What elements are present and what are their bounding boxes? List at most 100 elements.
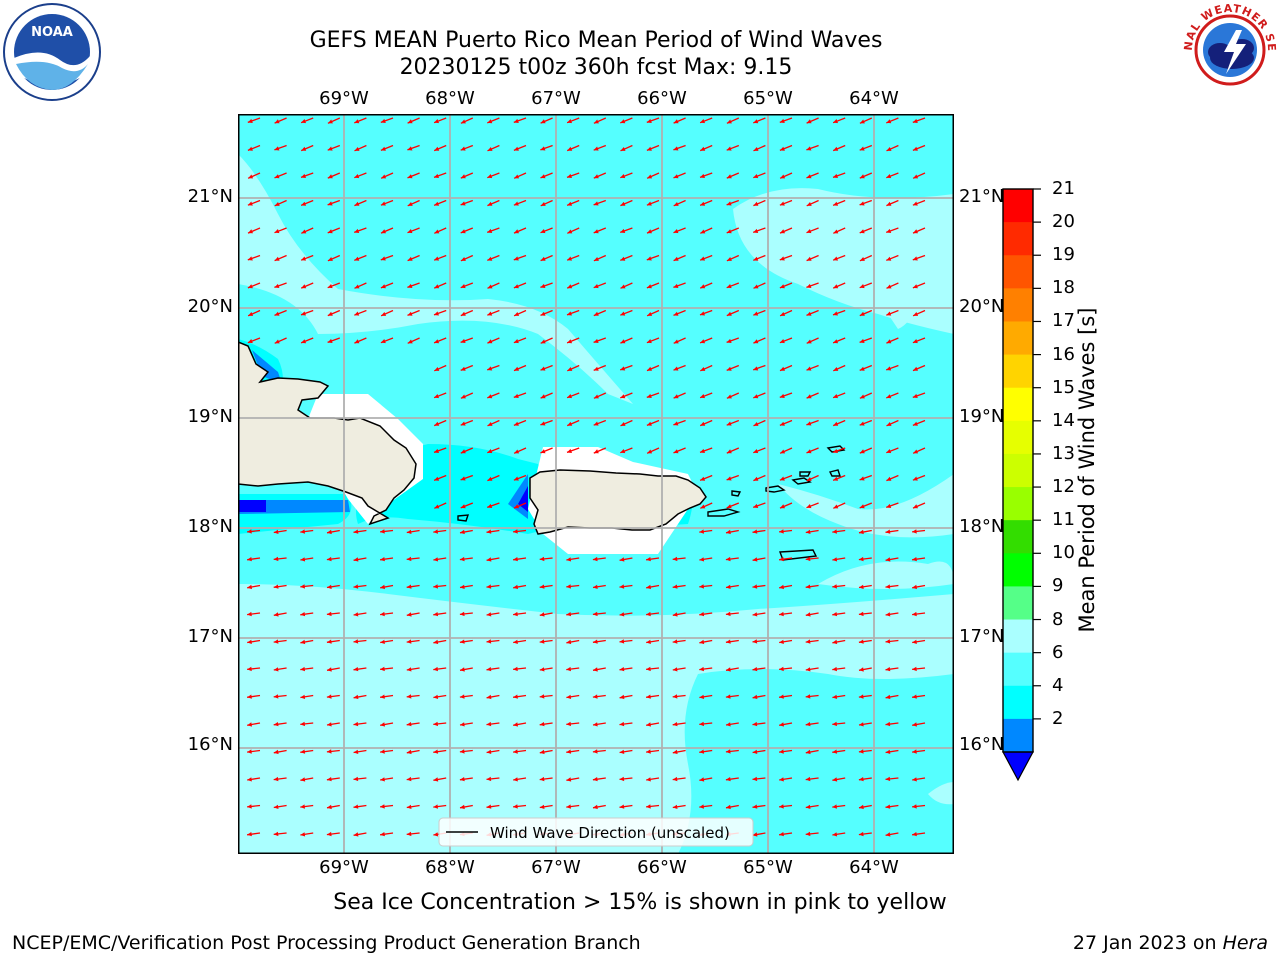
- wind-wave-arrowhead: [858, 639, 864, 644]
- wind-wave-arrowhead: [672, 749, 678, 755]
- wind-wave-arrowhead: [486, 694, 492, 700]
- wind-wave-arrowhead: [859, 366, 865, 371]
- wind-wave-arrowhead: [540, 449, 546, 454]
- wind-wave-arrowhead: [912, 749, 917, 754]
- wind-wave-arrowhead: [380, 256, 386, 261]
- wind-wave-arrowhead: [513, 694, 518, 699]
- wind-wave-arrowhead: [460, 257, 466, 261]
- wind-wave-arrowhead: [566, 804, 571, 809]
- wind-wave-arrowhead: [247, 832, 252, 837]
- wind-wave-arrowhead: [434, 504, 440, 509]
- wind-wave-arrowhead: [673, 311, 679, 316]
- wind-wave-arrowhead: [806, 394, 812, 399]
- wind-wave-arrowhead: [806, 119, 812, 124]
- wind-wave-arrowhead: [912, 421, 918, 426]
- colorbar-tick-label: 9: [1052, 575, 1064, 597]
- wind-wave-arrowhead: [806, 339, 812, 344]
- wind-wave-arrowhead: [406, 639, 412, 644]
- wind-wave-arrowhead: [806, 421, 812, 426]
- wind-wave-arrowhead: [647, 366, 652, 371]
- wind-wave-arrowhead: [486, 612, 492, 617]
- wind-wave-vectors: [247, 117, 926, 837]
- wind-wave-arrowhead: [486, 557, 492, 562]
- wind-wave-arrowhead: [434, 119, 439, 124]
- wind-wave-arrowhead: [886, 228, 892, 233]
- colorbar-tick-label: 10: [1052, 542, 1075, 564]
- wind-wave-arrowhead: [700, 284, 706, 289]
- wind-wave-arrowhead: [699, 557, 705, 562]
- lon-tick-bottom: 69°W: [319, 857, 369, 878]
- wind-wave-arrowhead: [380, 284, 386, 289]
- wind-wave-arrowhead: [381, 229, 386, 234]
- wind-wave-arrowhead: [619, 584, 625, 589]
- wind-wave-arrowhead: [885, 776, 891, 782]
- wind-wave-arrowhead: [779, 639, 784, 644]
- map-frame: [238, 114, 954, 854]
- wind-wave-arrowhead: [301, 256, 306, 261]
- wind-wave-arrowhead: [407, 339, 413, 344]
- wind-wave-arrowhead: [406, 667, 412, 672]
- wind-wave-arrowhead: [460, 284, 466, 289]
- wind-wave-arrowhead: [726, 119, 732, 124]
- wind-wave-arrowhead: [806, 256, 812, 261]
- wind-wave-arrowhead: [646, 201, 652, 206]
- wind-wave-arrowhead: [434, 256, 439, 261]
- wind-wave-arrowhead: [460, 311, 466, 316]
- wind-wave-arrowhead: [486, 667, 492, 672]
- wind-wave-arrowhead: [567, 367, 573, 371]
- colorbar-swatch: [1003, 718, 1033, 753]
- wind-wave-arrowhead: [326, 694, 332, 699]
- wind-wave-arrowhead: [912, 584, 917, 590]
- wind-wave-arrowhead: [539, 804, 545, 809]
- wind-wave-arrowhead: [859, 119, 865, 124]
- wind-wave-arrowhead: [380, 146, 386, 151]
- lat-tick-right: 18°N: [959, 516, 1005, 537]
- wind-wave-arrowhead: [753, 284, 759, 289]
- colorbar-swatch: [1003, 487, 1033, 521]
- wind-wave-arrowhead: [433, 804, 438, 809]
- wind-wave-arrowhead: [326, 639, 332, 644]
- wind-wave-arrowhead: [646, 284, 652, 289]
- wind-wave-arrowhead: [833, 504, 839, 509]
- wind-wave-arrowhead: [407, 283, 413, 288]
- wind-wave-arrowhead: [592, 804, 598, 810]
- wind-wave-arrowhead: [859, 174, 865, 179]
- wind-wave-arrowhead: [539, 612, 545, 617]
- wind-wave-arrowhead: [805, 694, 811, 699]
- wind-wave-arrowhead: [513, 476, 519, 481]
- wind-wave-arrowhead: [406, 804, 412, 809]
- wind-wave-arrowhead: [912, 256, 918, 261]
- wind-wave-arrowhead: [593, 366, 599, 371]
- lon-tick-bottom: 64°W: [849, 857, 899, 878]
- wind-wave-arrowhead: [514, 504, 519, 509]
- wind-wave-arrowhead: [326, 804, 332, 810]
- wind-wave-arrowhead: [539, 694, 545, 699]
- wind-wave-arrowhead: [487, 394, 493, 399]
- lon-tick-bottom: 67°W: [531, 857, 581, 878]
- wind-wave-arrowhead: [433, 529, 438, 534]
- chart-subtitle: 20230125 t00z 360h fcst Max: 9.15: [399, 55, 793, 80]
- wind-wave-arrowhead: [726, 146, 732, 151]
- colorbar-tick-label: 21: [1052, 178, 1075, 199]
- wind-wave-arrowhead: [859, 146, 865, 151]
- wind-wave-arrowhead: [753, 366, 759, 371]
- wind-wave-arrowhead: [779, 421, 785, 426]
- colorbar-swatch: [1003, 685, 1033, 720]
- wind-wave-arrowhead: [619, 557, 625, 562]
- wind-wave-arrowhead: [539, 667, 545, 672]
- wind-wave-arrowhead: [354, 256, 360, 261]
- wind-wave-arrowhead: [301, 146, 307, 151]
- wind-wave-arrowhead: [380, 118, 386, 123]
- wind-wave-arrowhead: [327, 338, 333, 343]
- wind-wave-arrowhead: [247, 777, 252, 782]
- wind-wave-arrowhead: [779, 339, 785, 344]
- wind-wave-arrowhead: [912, 284, 918, 289]
- wind-wave-arrowhead: [273, 556, 279, 562]
- colorbar-swatch: [1003, 652, 1033, 687]
- wind-wave-arrowhead: [247, 694, 252, 699]
- wind-wave-arrowhead: [326, 749, 332, 754]
- wind-wave-arrowhead: [487, 174, 493, 179]
- wind-wave-arrowhead: [619, 612, 625, 617]
- wind-wave-arrowhead: [726, 311, 732, 316]
- wind-wave-arrowhead: [833, 146, 839, 151]
